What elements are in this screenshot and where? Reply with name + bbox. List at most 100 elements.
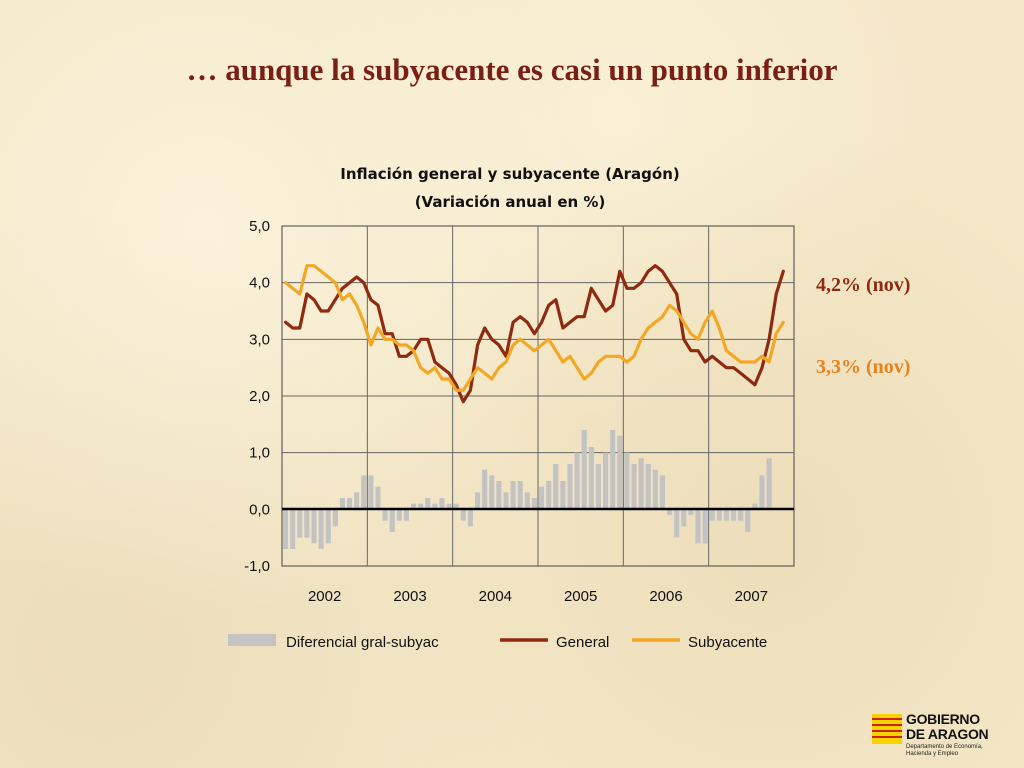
diferencial-bar: [716, 509, 722, 521]
x-tick-label: 2004: [479, 588, 512, 605]
diferencial-bar: [297, 509, 303, 538]
diferencial-bar: [432, 503, 438, 510]
legend-swatch-diferencial: [228, 634, 276, 646]
diferencial-bar: [282, 509, 289, 549]
diferencial-bar: [759, 475, 765, 510]
diferencial-bar: [659, 475, 666, 510]
diferencial-bar: [467, 509, 474, 527]
diferencial-bar: [546, 481, 552, 510]
diferencial-bar: [325, 509, 331, 544]
diferencial-bar: [361, 475, 367, 510]
diferencial-bar: [489, 475, 495, 510]
diferencial-bar: [346, 498, 353, 510]
x-tick-label: 2002: [308, 588, 341, 605]
diferencial-bar: [453, 503, 459, 510]
diferencial-bar: [588, 447, 594, 510]
diferencial-bar: [403, 509, 410, 521]
diferencial-bar: [610, 430, 616, 510]
diferencial-bar: [503, 492, 509, 510]
series-line-subyacente: [284, 264, 785, 392]
diferencial-bar: [631, 464, 637, 510]
diferencial-bar: [354, 492, 360, 510]
diferencial-bar: [318, 509, 324, 549]
diferencial-bar: [766, 458, 772, 510]
x-tick-label: 2003: [393, 588, 426, 605]
diferencial-bar: [567, 464, 573, 510]
diferencial-bar: [695, 509, 701, 544]
diferencial-bar: [730, 509, 737, 521]
diferencial-bar: [666, 509, 673, 515]
diferencial-bar: [425, 498, 431, 510]
diferencial-bar: [688, 509, 694, 515]
diferencial-bar: [652, 469, 658, 510]
annotation-general: 4,2% (nov): [816, 274, 911, 296]
gobierno-aragon-logo: GOBIERNO DE ARAGON Departamento de Econo…: [872, 712, 1012, 762]
diferencial-bar: [738, 509, 744, 521]
diferencial-bar: [674, 509, 680, 538]
diferencial-bar: [517, 481, 523, 510]
x-tick-label: 2007: [735, 588, 768, 605]
diferencial-bar: [553, 464, 559, 510]
diferencial-bar: [496, 481, 502, 510]
y-tick-label: -1,0: [244, 558, 270, 575]
chart-subtitle: (Variación anual en %): [415, 193, 606, 211]
diferencial-bar: [474, 492, 481, 510]
y-tick-label: 0,0: [249, 501, 270, 518]
diferencial-bars: [282, 430, 772, 549]
diferencial-bar: [538, 486, 545, 510]
diferencial-bar: [702, 509, 708, 544]
diferencial-bar: [638, 458, 644, 510]
diferencial-bar: [460, 509, 466, 521]
diferencial-bar: [439, 498, 445, 510]
diferencial-bar: [531, 498, 538, 510]
diferencial-bar: [709, 509, 715, 521]
diferencial-bar: [368, 475, 374, 510]
y-tick-label: 2,0: [249, 388, 270, 405]
diferencial-bar: [418, 503, 424, 510]
diferencial-bar: [332, 509, 338, 527]
diferencial-bar: [574, 452, 580, 510]
y-tick-label: 4,0: [249, 275, 270, 292]
series-lines: [284, 264, 785, 404]
diferencial-bar: [581, 430, 587, 510]
legend-label-diferencial: Diferencial gral-subyac: [286, 634, 439, 651]
x-axis-ticks: 2002 2003 2004 2005 2006 2007: [308, 588, 768, 605]
diferencial-bar: [375, 486, 381, 510]
diferencial-bar: [560, 481, 566, 510]
diferencial-bar: [681, 509, 687, 527]
diferencial-bar: [595, 464, 602, 510]
diferencial-bar: [396, 509, 402, 521]
diferencial-bar: [311, 509, 317, 544]
y-axis-ticks: -1,0 0,0 1,0 2,0 3,0 4,0 5,0: [244, 218, 270, 575]
diferencial-bar: [482, 469, 488, 510]
series-line-general: [284, 264, 785, 404]
diferencial-bar: [745, 509, 751, 532]
legend-label-general: General: [556, 634, 609, 651]
x-tick-label: 2005: [564, 588, 597, 605]
diferencial-bar: [304, 509, 310, 538]
logo-department: Departamento de Economía, Hacienda y Emp…: [906, 744, 983, 757]
y-tick-label: 3,0: [249, 331, 270, 348]
diferencial-bar: [410, 503, 417, 510]
y-tick-label: 5,0: [249, 218, 270, 235]
y-tick-label: 1,0: [249, 445, 270, 462]
diferencial-bar: [617, 435, 623, 510]
diferencial-bar: [624, 452, 630, 510]
legend: Diferencial gral-subyac General Subyacen…: [228, 634, 767, 651]
slide-title: … aunque la subyacente es casi un punto …: [186, 52, 838, 87]
diferencial-bar: [290, 509, 296, 549]
diferencial-bar: [524, 492, 530, 510]
diferencial-bar: [645, 464, 651, 510]
diferencial-bar: [510, 481, 516, 510]
x-tick-label: 2006: [649, 588, 682, 605]
legend-label-subyacente: Subyacente: [688, 634, 767, 651]
diferencial-bar: [382, 509, 388, 521]
diferencial-bar: [339, 498, 346, 510]
chart-title: Inflación general y subyacente (Aragón): [340, 165, 680, 183]
annotation-core: 3,3% (nov): [816, 356, 911, 378]
logo-name: GOBIERNO DE ARAGON: [906, 711, 989, 742]
diferencial-bar: [723, 509, 730, 521]
diferencial-bar: [389, 509, 395, 532]
diferencial-bar: [752, 503, 758, 510]
